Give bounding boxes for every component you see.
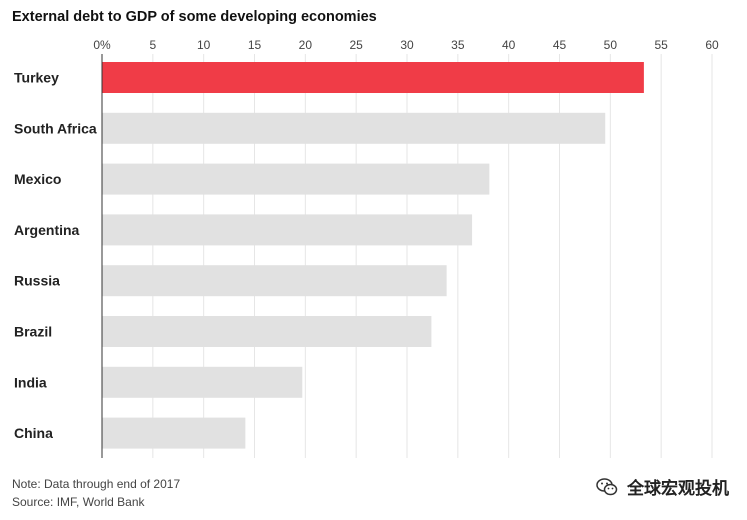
category-label: South Africa [14, 120, 97, 136]
x-tick-label: 15 [248, 38, 262, 52]
bars [102, 62, 644, 449]
bar-argentina [102, 214, 473, 246]
category-label: Argentina [14, 222, 80, 238]
bar-china [102, 417, 246, 449]
category-label: India [14, 374, 47, 390]
category-label: Brazil [14, 324, 52, 340]
x-tick-label: 10 [197, 38, 211, 52]
watermark-text: 全球宏观投机 [627, 479, 729, 498]
x-tick-label: 45 [553, 38, 567, 52]
bar-chart: 0% 5 10 15 20 25 30 35 40 45 50 55 60 Turkey South Af… [14, 38, 719, 458]
x-tick-label: 0% [93, 38, 111, 52]
x-tick-label: 55 [654, 38, 668, 52]
category-label: China [14, 425, 53, 441]
category-label: Turkey [14, 70, 59, 86]
category-labels: Turkey South Africa Mexico Argentina Russia B… [14, 70, 97, 442]
x-tick-label: 5 [149, 38, 156, 52]
x-tick-label: 20 [299, 38, 313, 52]
wechat-icon [596, 477, 618, 495]
data-note: Note: Data through end of 2017 [12, 477, 181, 491]
bar-brazil [102, 316, 432, 347]
bar-south-africa [102, 112, 606, 144]
source-note: Source: IMF, World Bank [12, 495, 145, 509]
x-axis-ticks: 0% 5 10 15 20 25 30 35 40 45 50 55 60 [93, 38, 719, 52]
bar-russia [102, 265, 447, 297]
x-tick-label: 35 [451, 38, 465, 52]
bar-mexico [102, 163, 490, 195]
category-label: Russia [14, 273, 60, 289]
x-tick-label: 25 [349, 38, 363, 52]
bar-india [102, 366, 303, 398]
x-tick-label: 40 [502, 38, 516, 52]
category-label: Mexico [14, 171, 61, 187]
bar-turkey [102, 62, 644, 93]
x-tick-label: 50 [604, 38, 618, 52]
x-tick-label: 60 [705, 38, 719, 52]
watermark: 全球宏观投机 [595, 474, 729, 499]
x-tick-label: 30 [400, 38, 414, 52]
chart-title: External debt to GDP of some developing … [12, 9, 377, 25]
